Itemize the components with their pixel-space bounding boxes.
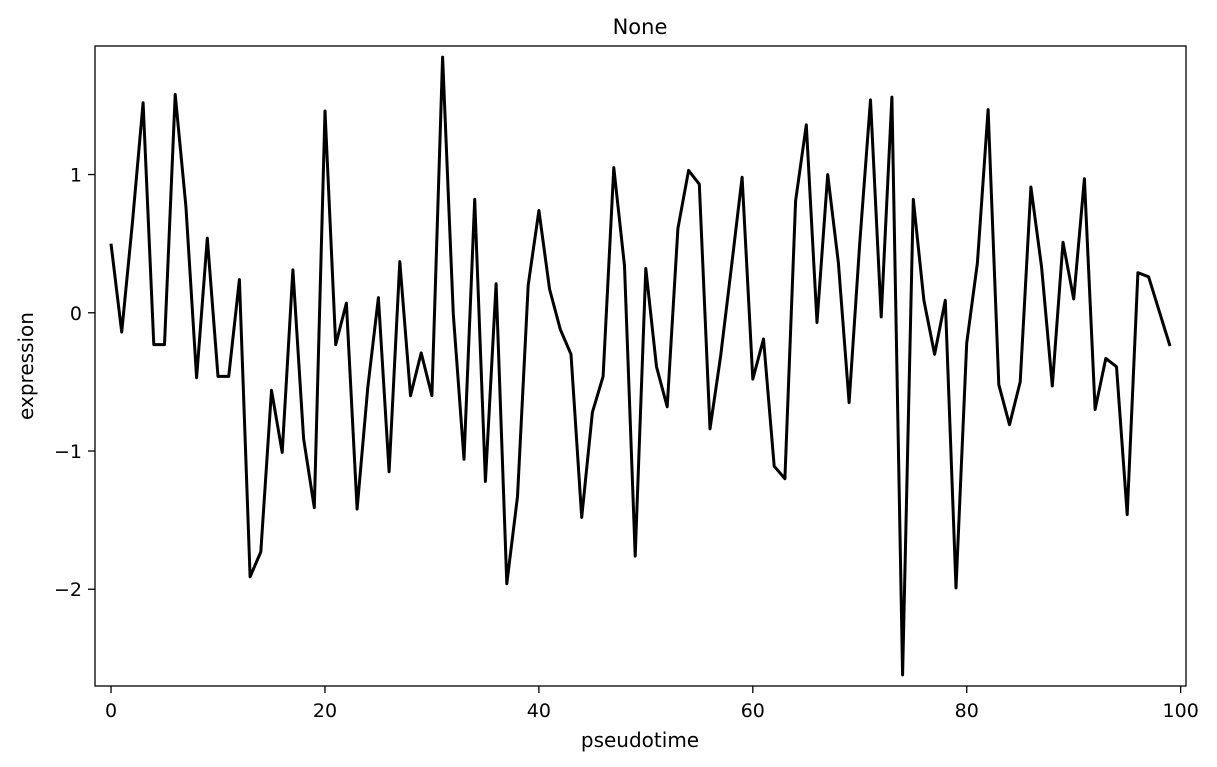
plot-area-frame xyxy=(94,45,1187,687)
y-axis-ticks: −2 −1 0 1 xyxy=(54,165,95,601)
x-tick-label: 60 xyxy=(741,700,765,722)
x-tick-label: 80 xyxy=(955,700,979,722)
x-axis-label: pseudotime xyxy=(581,728,699,752)
y-tick-label: −1 xyxy=(54,441,82,463)
y-tick-label: −2 xyxy=(54,579,82,601)
x-tick-label: 40 xyxy=(527,700,551,722)
series-line xyxy=(109,55,1172,677)
y-tick-label: 1 xyxy=(70,165,82,187)
y-axis-label: expression xyxy=(14,312,38,420)
x-axis-ticks: 0 20 40 60 80 100 xyxy=(105,686,1199,722)
x-tick-label: 0 xyxy=(105,700,117,722)
x-tick-label: 100 xyxy=(1163,700,1199,722)
x-tick-label: 20 xyxy=(313,700,337,722)
chart-title: None xyxy=(613,15,668,39)
y-tick-label: 0 xyxy=(70,303,82,325)
